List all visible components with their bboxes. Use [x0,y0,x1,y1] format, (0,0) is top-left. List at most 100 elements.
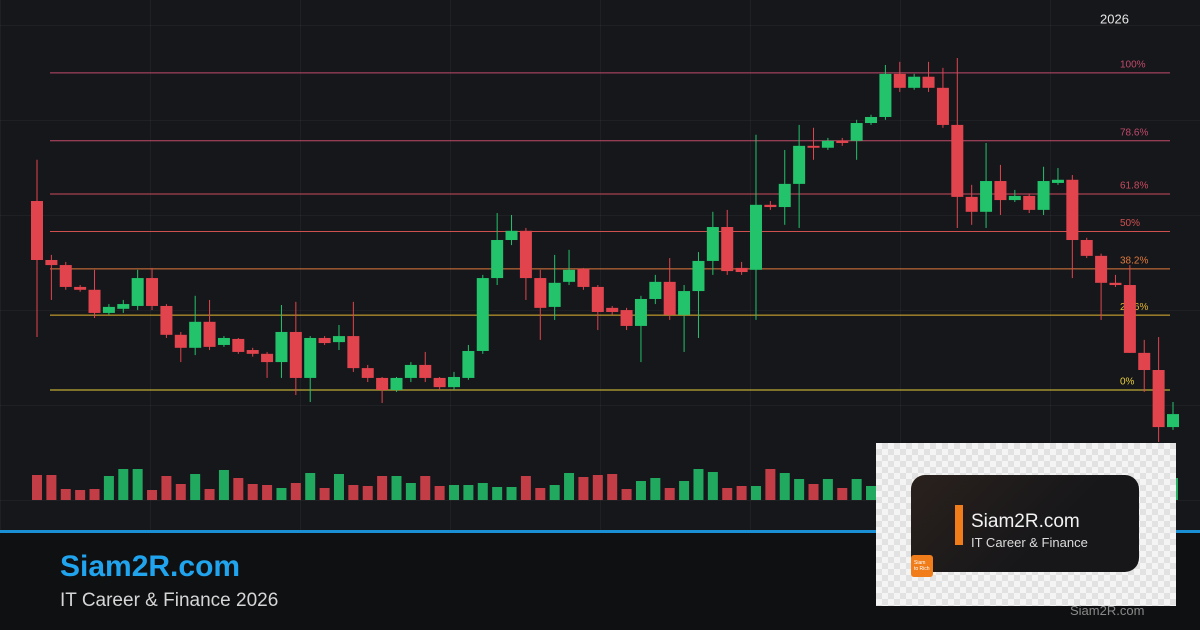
candle-body [1152,370,1165,428]
volume-bar [506,487,517,500]
candle-body [577,268,590,287]
divider [0,530,1200,533]
volume-bar [520,476,531,500]
candle-body [1037,181,1050,210]
candle-body [980,181,993,212]
candle-body [908,76,921,88]
volume-bar [391,476,402,500]
volume-bar [866,486,877,500]
candle-body [160,305,173,335]
candle-body [246,350,259,354]
logo-title: Siam2R.com [971,511,1080,532]
period-label: 2026 [1100,11,1129,26]
volume-bar [118,469,129,500]
volume-bar [779,473,790,500]
candle-body [102,306,115,313]
badge-text: to Rich [914,566,930,572]
volume-bar [837,488,848,500]
candle-body [74,286,87,290]
volume-bar [319,488,330,500]
candle-body [735,267,748,273]
logo-card: Siam2R.com IT Career & Finance Siam to Ri… [876,443,1176,606]
candle-body [1008,195,1021,201]
volume-bar [175,484,186,500]
candle-body [347,336,360,369]
volume-bar [635,481,646,500]
volume-bar [578,477,589,500]
volume-bar [247,484,258,500]
fib-level-label: 38.2% [1120,256,1148,267]
fib-level-label: 100% [1120,60,1146,71]
candle-body [692,260,705,292]
volume-bar [132,469,143,500]
candle-body [534,278,547,308]
volume-bar [420,476,431,500]
volume-bar [89,489,100,500]
volume-bar [693,469,704,500]
volume-bar [262,485,273,500]
brand-subtitle: IT Career & Finance 2026 [60,590,279,611]
candle-body [764,204,777,208]
candle-body [448,376,461,388]
volume-bar [60,489,71,500]
candle-body [721,227,734,272]
candle-body [807,145,820,148]
chart: 2026 100%78.6%61.8%50%38.2%23.6%0% [31,11,1179,500]
candle-body [59,265,72,287]
candle-body [778,183,791,208]
candle-body [936,87,949,125]
volume-bar [348,485,359,500]
logo-badge: Siam to Rich [911,555,933,577]
badge-text: Siam [914,560,926,566]
candle-body [146,278,159,306]
candle-body [1066,179,1079,241]
volume-bar [333,474,344,500]
candle-body [591,286,604,312]
candle-body [1095,255,1108,283]
candle-body [922,76,935,88]
volume-bar [736,486,747,500]
candle-body [232,338,245,352]
candle-body [994,181,1007,201]
volume-bar [75,490,86,500]
volume-bar [607,474,618,500]
volume-bar [276,488,287,500]
volume-bar [707,472,718,500]
candle-body [304,337,317,378]
candle-body [261,353,274,363]
volume-bar [449,485,460,500]
volume-bar [650,478,661,500]
candle-body [31,201,43,260]
volume-bar [190,474,201,500]
candle-body [663,281,676,315]
candle-body [649,281,662,299]
volume-bar [679,481,690,500]
fib-level-label: 61.8% [1120,181,1148,192]
volume-bar [161,476,172,500]
candle-body [836,140,849,143]
volume-bar [765,469,776,500]
candle-body [433,377,446,388]
candle-body [749,204,762,270]
candle-body [893,73,906,88]
volume-bar [305,473,316,500]
candle-body [217,337,230,345]
volume-bar [204,489,215,500]
candle-body [476,278,489,351]
candle-body [793,145,806,184]
candle-body [376,377,389,390]
candle-body [850,123,863,141]
candle-body [865,116,878,124]
candle-body [404,364,417,378]
volume-bar [147,490,158,500]
candle-body [1138,352,1151,371]
volume-bar [851,479,862,500]
volume-bar [564,473,575,500]
candle-body [606,307,619,312]
volume-bar [535,488,546,500]
candle-body [332,336,345,343]
candle-body [88,289,101,313]
volume-bar [549,485,560,500]
candle-body [1123,285,1136,353]
